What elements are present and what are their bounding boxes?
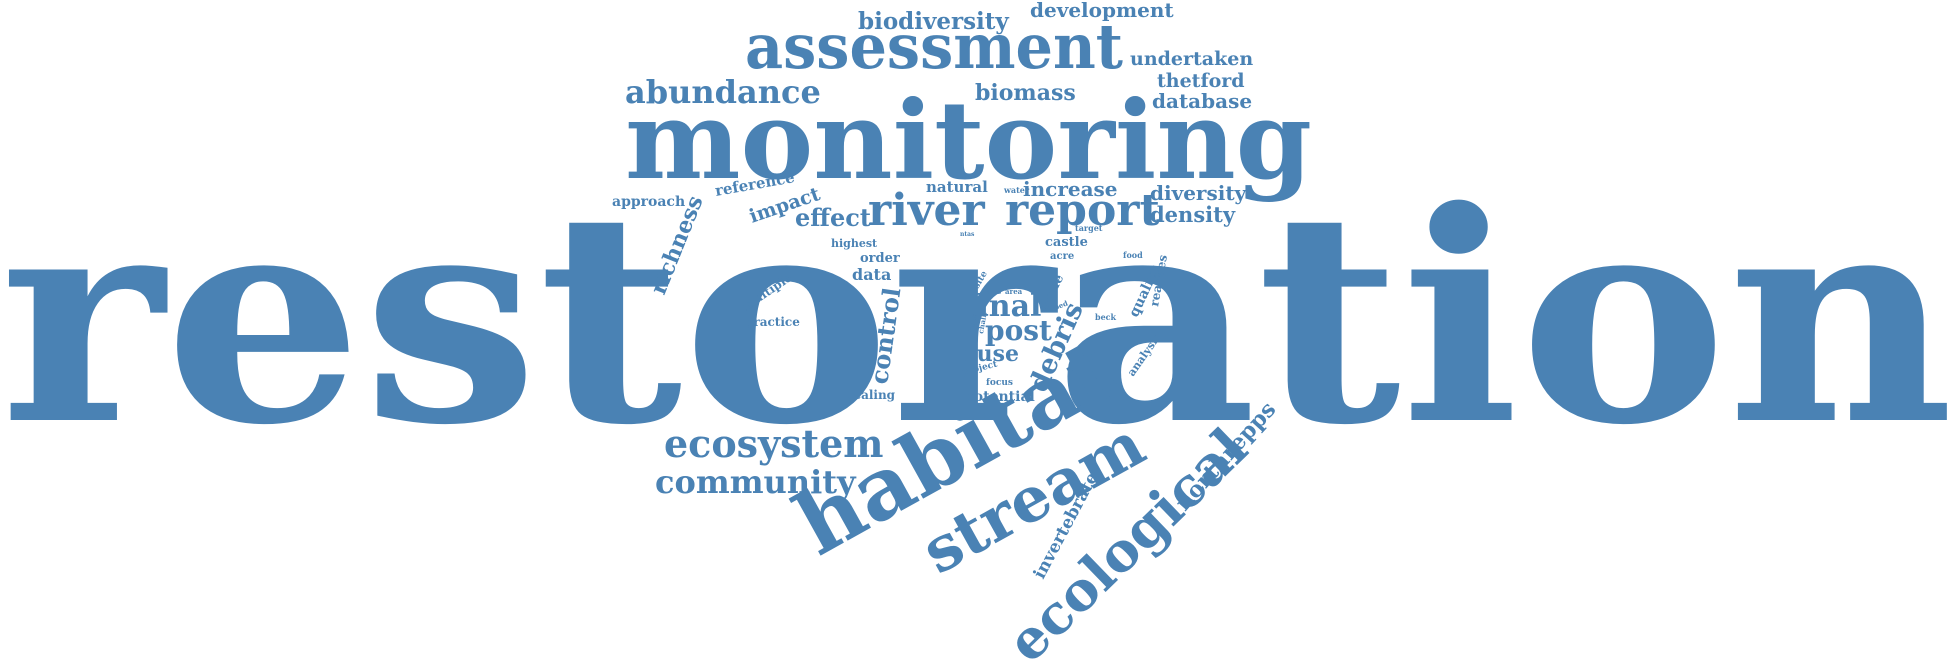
word-development: development (1030, 0, 1174, 22)
word-assessment: assessment (745, 10, 1123, 83)
word-effect: effect (795, 203, 871, 232)
word-approach: approach (612, 194, 685, 210)
word-ecosystem: ecosystem (664, 421, 883, 466)
word-biomass: biomass (975, 80, 1076, 106)
word-foxes: foxes (966, 313, 978, 335)
word-data: data (852, 265, 891, 284)
word-natural: natural (926, 178, 988, 196)
word-practice: practice (745, 315, 800, 329)
word-water: water (1003, 185, 1030, 195)
word-order: order (860, 251, 900, 266)
word-ouse: ouse (962, 341, 1019, 367)
word-database: database (1152, 89, 1252, 113)
word-chalk: chalk (976, 312, 989, 335)
word-ntas: ntas (960, 231, 975, 238)
word-area: area (1005, 287, 1023, 296)
word-highest: highest (831, 237, 878, 250)
word-diversity: diversity (1150, 181, 1248, 205)
word-ass: ass (987, 286, 1002, 296)
word-undertaken: undertaken (1130, 48, 1253, 70)
word-biodiversity: biodiversity (858, 8, 1009, 35)
word-post: post (985, 314, 1052, 347)
word-food: food (1123, 250, 1143, 260)
word-monitoring: monitoring (625, 78, 1312, 204)
word-thetford: thetford (1157, 70, 1245, 92)
word-acre: acre (1050, 251, 1074, 262)
word-restoration: restoration (0, 149, 1954, 489)
word-community: community (655, 463, 857, 501)
word-increase: increase (1023, 177, 1118, 201)
word-final: final (967, 289, 1041, 324)
word-potential: potential (964, 389, 1035, 405)
word-report: report (1005, 185, 1160, 236)
word-density: density (1150, 202, 1236, 227)
word-beck: beck (1095, 312, 1117, 322)
word-river: river (868, 185, 985, 236)
word-focus: focus (986, 378, 1013, 388)
word-target: target (1075, 223, 1103, 233)
word-scaling: scaling (847, 388, 896, 402)
word-castle: castle (1045, 235, 1088, 250)
word-abundance: abundance (625, 73, 821, 111)
